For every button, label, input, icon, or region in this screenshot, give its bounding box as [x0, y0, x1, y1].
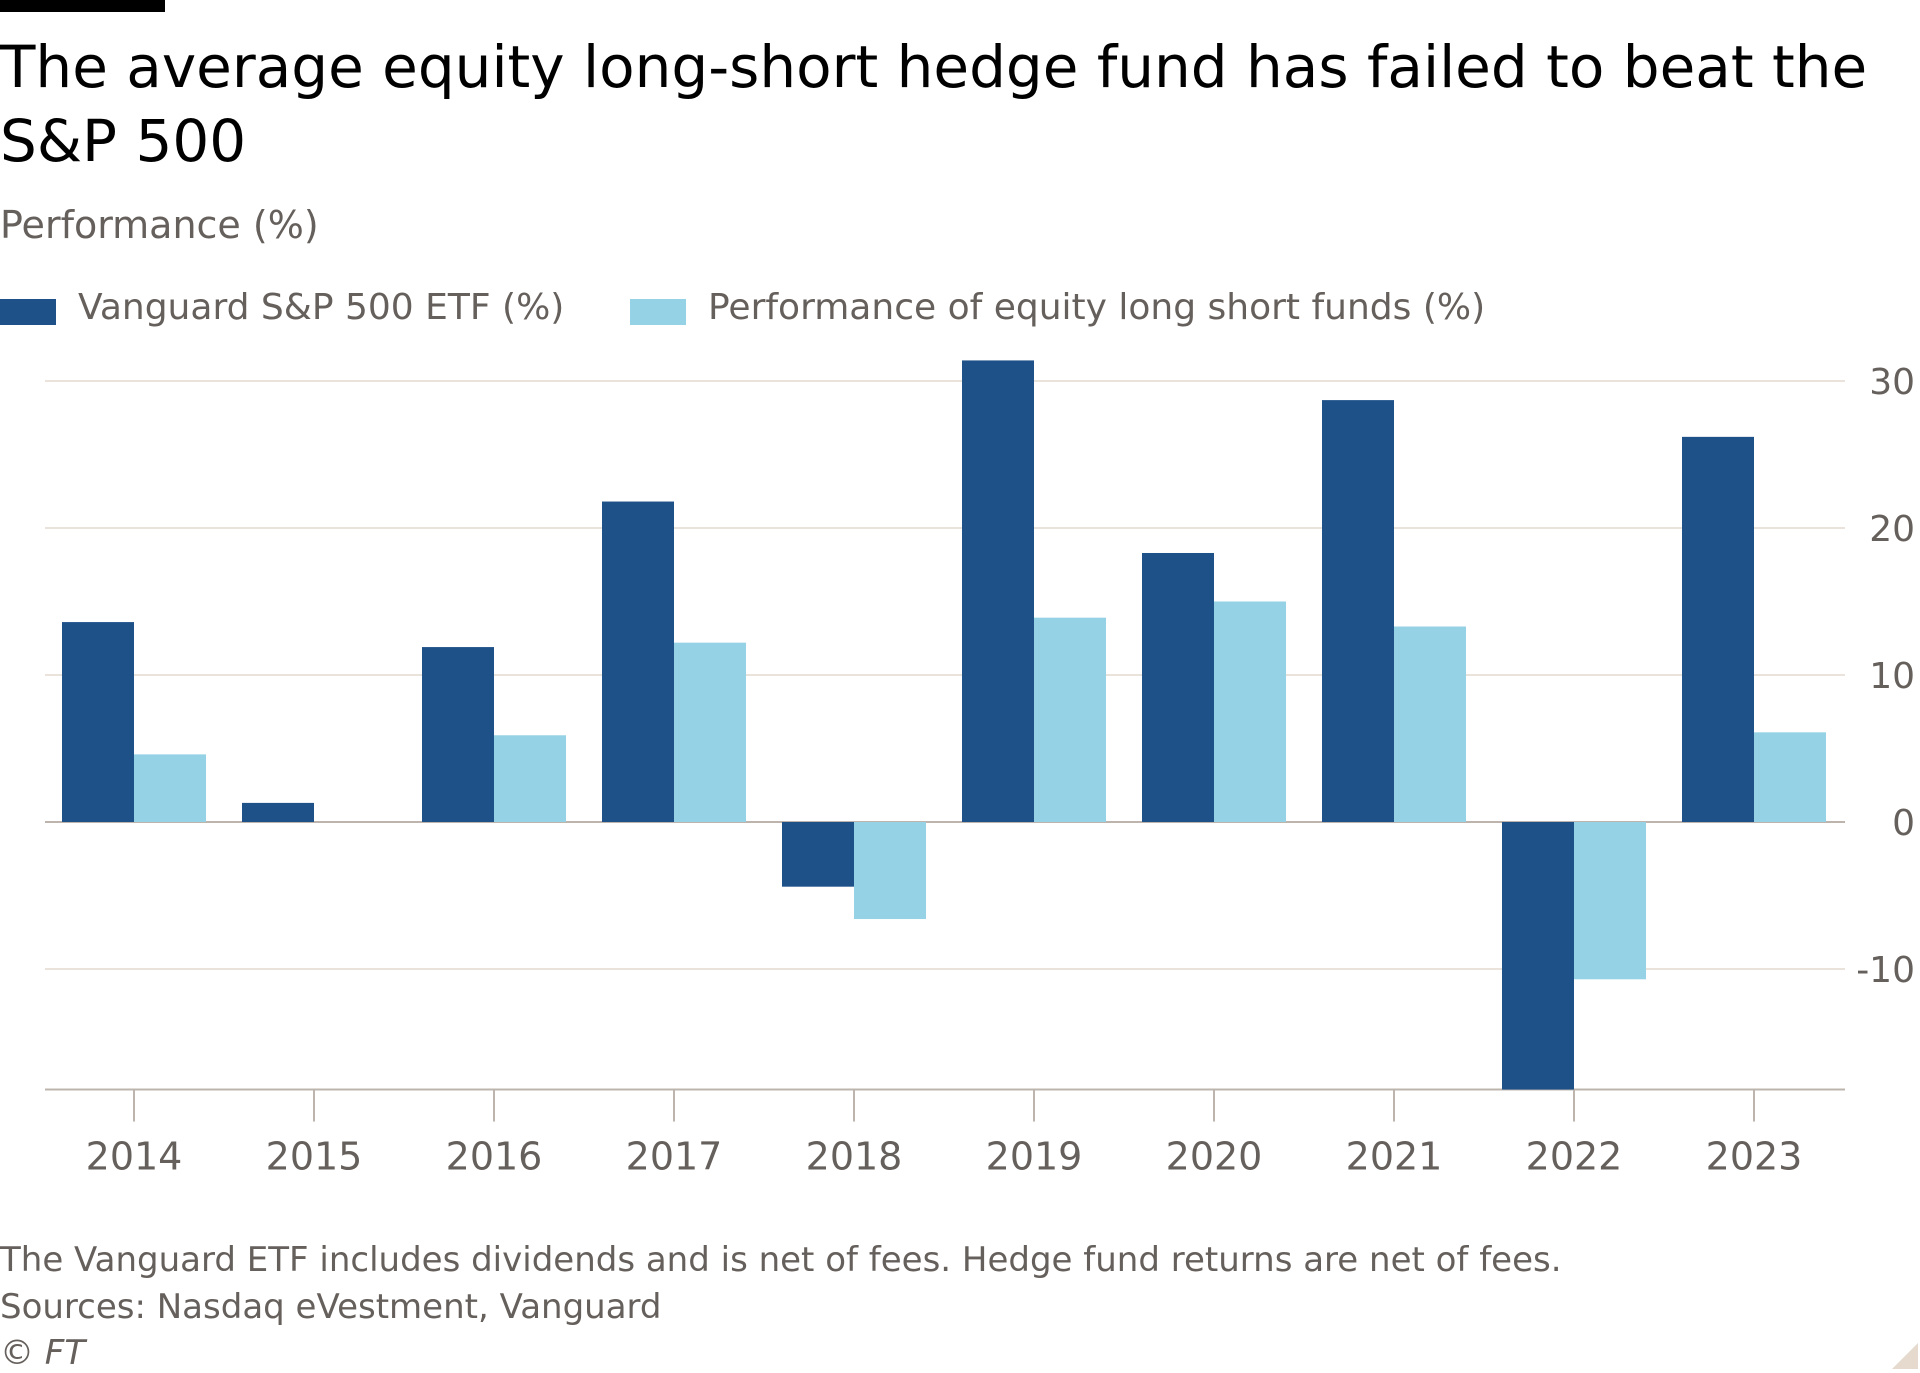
bar-vanguard — [1502, 822, 1574, 1090]
bar-vanguard — [1682, 436, 1754, 822]
x-tick-label: 2019 — [986, 1135, 1083, 1179]
bar-vanguard — [1142, 552, 1214, 822]
x-tick-label: 2023 — [1706, 1135, 1803, 1179]
bar-vanguard — [602, 501, 674, 822]
chart-subtitle: Performance (%) — [0, 203, 319, 247]
y-tick-label: 20 — [1869, 509, 1915, 550]
bar-chart: -10 0 10 20 30 2014 2015 2016 2017 2018 2019 2020 20… — [45, 360, 1915, 1179]
bar-vanguard — [962, 360, 1034, 822]
x-tick-label: 2022 — [1526, 1135, 1623, 1179]
x-tick-label: 2017 — [626, 1135, 723, 1179]
bar-long-short — [1034, 617, 1106, 822]
x-tick-label: 2020 — [1166, 1135, 1263, 1179]
bar-long-short — [134, 754, 206, 822]
bar-vanguard — [422, 647, 494, 822]
x-tick-label: 2015 — [266, 1135, 363, 1179]
y-tick-label: 30 — [1869, 362, 1915, 403]
chart-sources: Sources: Nasdaq eVestment, Vanguard — [0, 1287, 662, 1327]
top-accent-bar — [0, 0, 165, 12]
bar-long-short — [1394, 626, 1466, 822]
x-tick-label: 2021 — [1346, 1135, 1443, 1179]
legend-swatch-long-short — [630, 299, 686, 325]
x-tick-label: 2018 — [806, 1135, 903, 1179]
bar-vanguard — [782, 822, 854, 887]
chart-title: The average equity long-short hedge fund… — [0, 33, 1868, 175]
bar-long-short — [674, 642, 746, 822]
bar-long-short — [494, 735, 566, 822]
legend-swatch-vanguard — [0, 299, 56, 325]
y-tick-label: 0 — [1892, 803, 1915, 844]
bar-long-short — [854, 822, 926, 920]
chart-note: The Vanguard ETF includes dividends and … — [0, 1240, 1562, 1280]
y-tick-label: 10 — [1869, 656, 1915, 697]
bar-long-short — [1214, 601, 1286, 822]
bar-long-short — [1574, 822, 1646, 980]
legend-label-long-short: Performance of equity long short funds (… — [708, 287, 1486, 328]
legend-label-vanguard: Vanguard S&P 500 ETF (%) — [78, 287, 565, 328]
bar-vanguard — [1322, 400, 1394, 822]
x-tick-label: 2016 — [446, 1135, 543, 1179]
bar-vanguard — [242, 802, 314, 822]
y-tick-label: -10 — [1856, 950, 1915, 991]
bar-vanguard — [62, 622, 134, 822]
x-tick-label: 2014 — [86, 1135, 183, 1179]
resize-corner-icon — [1892, 1343, 1918, 1369]
bar-long-short — [1754, 732, 1826, 822]
chart-copyright: © FT — [0, 1333, 86, 1373]
